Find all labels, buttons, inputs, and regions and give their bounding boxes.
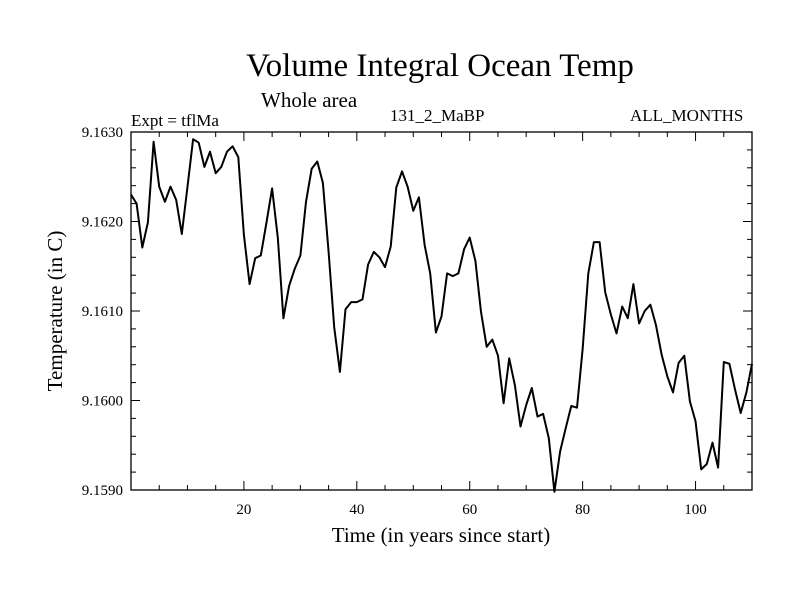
- x-tick-label: 60: [462, 502, 477, 518]
- y-tick-label: 9.1610: [82, 304, 123, 320]
- y-tick-label: 9.1600: [82, 394, 123, 410]
- temperature-series-line: [130, 138, 753, 493]
- y-tick-label: 9.1620: [82, 215, 123, 231]
- run-label: 131_2_MaBP: [390, 106, 485, 125]
- y-tick-label: 9.1630: [82, 125, 123, 141]
- experiment-label: Expt = tflMa: [131, 111, 219, 130]
- x-tick-label: 20: [236, 502, 251, 518]
- y-tick-label: 9.1590: [82, 483, 123, 499]
- x-tick-label: 80: [575, 502, 590, 518]
- x-axis-label: Time (in years since start): [332, 523, 551, 547]
- y-axis-label: Temperature (in C): [43, 231, 67, 392]
- chart-title: Volume Integral Ocean Temp: [246, 48, 634, 84]
- months-label: ALL_MONTHS: [630, 106, 744, 125]
- chart-subtitle: Whole area: [261, 88, 358, 112]
- x-tick-label: 40: [349, 502, 364, 518]
- x-tick-label: 100: [684, 502, 707, 518]
